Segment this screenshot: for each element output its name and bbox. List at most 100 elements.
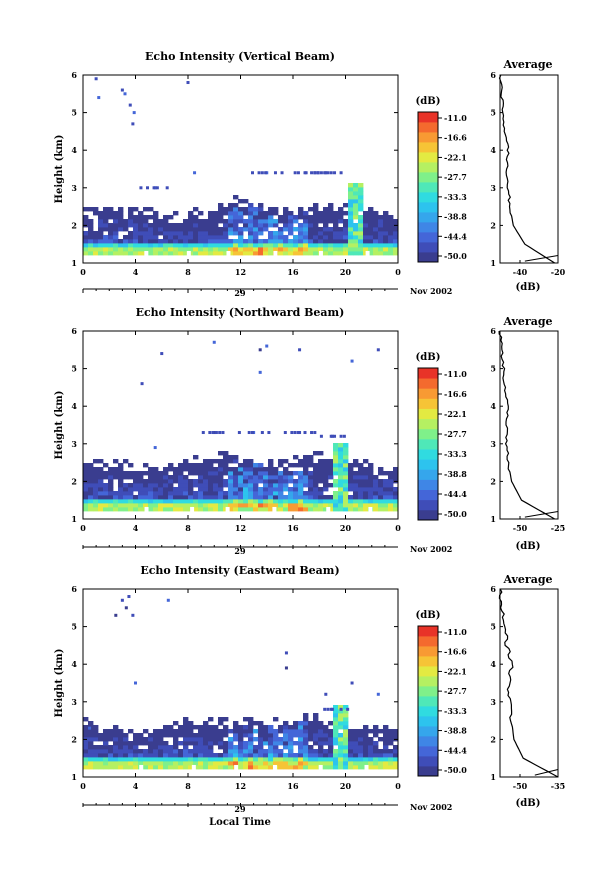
- heatmap-cell: [358, 737, 364, 742]
- colorbar-band: [418, 142, 438, 153]
- data-gap: [364, 764, 369, 771]
- heatmap-cell: [383, 227, 389, 232]
- heatmap-cell: [258, 745, 264, 750]
- sparse-echo: [127, 595, 131, 599]
- heatmap-cell: [303, 211, 309, 216]
- heatmap-cell: [98, 487, 104, 492]
- heatmap-cell: [103, 729, 109, 734]
- heatmap-cell: [163, 467, 169, 472]
- heatmap-cell: [218, 463, 224, 468]
- heatmap-cell: [228, 495, 234, 500]
- heatmap-cell: [303, 243, 309, 248]
- heatmap-cell: [183, 479, 189, 484]
- heatmap-cell: [293, 251, 299, 256]
- colorbar-band: [418, 736, 438, 747]
- heatmap-cell: [263, 507, 269, 512]
- heatmap-cell: [83, 215, 89, 220]
- heatmap-cell: [193, 757, 199, 762]
- heatmap-cell: [228, 207, 234, 212]
- heatmap-cell: [233, 223, 239, 228]
- heatmap-cell: [263, 243, 269, 248]
- heatmap-cell: [113, 471, 119, 476]
- heatmap-cell: [298, 215, 304, 220]
- heatmap-cell: [373, 749, 379, 754]
- heatmap-cell: [358, 757, 364, 762]
- heatmap-cell: [213, 251, 219, 256]
- heatmap-cell: [358, 215, 364, 220]
- heatmap-cell: [133, 475, 139, 480]
- colorbar-tick-label: -44.4: [444, 745, 467, 755]
- heatmap-cell: [383, 215, 389, 220]
- heatmap-cell: [113, 239, 119, 244]
- heatmap-cell: [288, 495, 294, 500]
- heatmap-cell: [183, 733, 189, 738]
- heatmap-cell: [273, 211, 279, 216]
- heatmap-cell: [283, 459, 289, 464]
- heatmap-cell: [343, 235, 349, 240]
- heatmap-cell: [278, 495, 284, 500]
- heatmap-cell: [368, 745, 374, 750]
- heatmap-cell: [248, 219, 254, 224]
- heatmap-cell: [298, 721, 304, 726]
- heatmap-cell: [253, 479, 259, 484]
- heatmap-cell: [88, 243, 94, 248]
- heatmap-cell: [248, 507, 254, 512]
- heatmap-cell: [208, 733, 214, 738]
- heatmap-cell: [108, 215, 114, 220]
- heatmap-cell: [313, 757, 319, 762]
- heatmap-cell: [138, 215, 144, 220]
- heatmap-cell: [273, 243, 279, 248]
- average-base-line: [524, 254, 559, 262]
- mid-echo: [310, 171, 314, 175]
- heatmap-cell: [288, 765, 294, 770]
- heatmap-cell: [313, 203, 319, 208]
- heatmap-cell: [373, 227, 379, 232]
- heatmap-cell: [218, 487, 224, 492]
- heatmap-cell: [138, 495, 144, 500]
- heatmap-cell: [368, 251, 374, 256]
- heatmap-cell: [118, 207, 124, 212]
- heatmap-cell: [363, 745, 369, 750]
- x-ticks: 0 4 8 12 16 20 0: [80, 589, 401, 807]
- heatmap-cell: [288, 725, 294, 730]
- heatmap-cell: [108, 223, 114, 228]
- heatmap-cell: [358, 761, 364, 766]
- heatmap-cell: [358, 741, 364, 746]
- heatmap-cell: [198, 753, 204, 758]
- heatmap-cell: [163, 503, 169, 508]
- heatmap-cell: [348, 765, 354, 770]
- heatmap-cell: [253, 231, 259, 236]
- heatmap-cell: [263, 491, 269, 496]
- average-y-tick-label: 2: [490, 476, 496, 486]
- heatmap-cell: [203, 765, 209, 770]
- heatmap-cell: [233, 761, 239, 766]
- heatmap-cell: [173, 503, 179, 508]
- heatmap-cell: [133, 243, 139, 248]
- heatmap-cell: [218, 475, 224, 480]
- heatmap-cell: [123, 503, 129, 508]
- heatmap-cell: [168, 227, 174, 232]
- heatmap-cell: [283, 207, 289, 212]
- heatmap-cell: [173, 487, 179, 492]
- heatmap-cell: [208, 757, 214, 762]
- heatmap-cell: [303, 239, 309, 244]
- heatmap-cell: [353, 729, 359, 734]
- heatmap-cell: [183, 483, 189, 488]
- heatmap-cell: [223, 467, 229, 472]
- heatmap-cell: [153, 251, 159, 256]
- heatmap-cell: [148, 733, 154, 738]
- heatmap-cell: [263, 467, 269, 472]
- heatmap-cell: [343, 749, 349, 754]
- heatmap-cell: [318, 753, 324, 758]
- heatmap-cell: [148, 471, 154, 476]
- average-x-tick-label: -50: [513, 781, 528, 791]
- colorbar-unit: (dB): [416, 96, 441, 107]
- heatmap-cell: [358, 467, 364, 472]
- heatmap-cell: [348, 487, 354, 492]
- heatmap-cell: [203, 231, 209, 236]
- heatmap-cell: [123, 745, 129, 750]
- heatmap-cell: [343, 463, 349, 468]
- heatmap-cell: [378, 227, 384, 232]
- heatmap-cell: [343, 757, 349, 762]
- heatmap-cell: [368, 467, 374, 472]
